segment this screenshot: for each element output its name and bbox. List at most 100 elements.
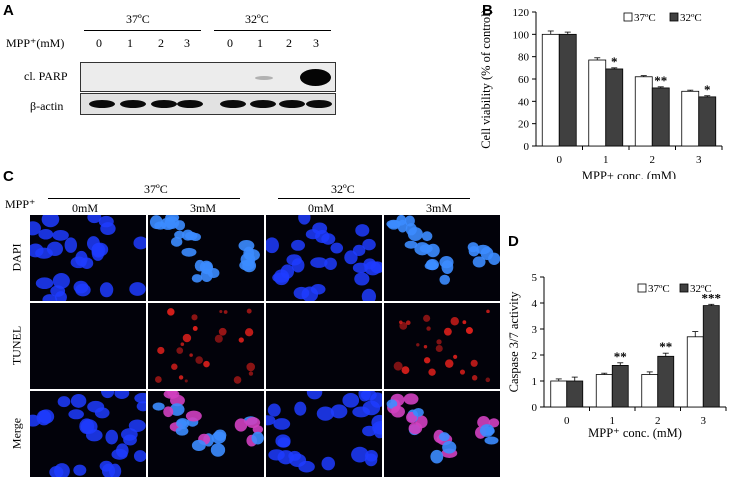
dapi-nucleus <box>30 243 44 258</box>
tunel-signal <box>486 309 490 314</box>
dapi-nucleus <box>352 262 369 273</box>
tunel-signal <box>218 327 227 336</box>
bar-32c <box>558 33 577 147</box>
micro-image <box>30 303 146 389</box>
x-axis-label: MPP⁺ conc. (mM) <box>588 426 682 440</box>
dapi-nucleus <box>404 240 418 249</box>
micro-32-bracket <box>278 198 470 199</box>
micro-37-bracket <box>48 198 240 199</box>
dapi-nucleus <box>114 391 130 399</box>
dapi-nucleus <box>70 256 87 269</box>
blot-actin-band <box>306 100 332 108</box>
dapi-nucleus <box>54 291 67 301</box>
dapi-nucleus <box>41 215 60 228</box>
dapi-nucleus <box>38 409 55 424</box>
micro-image <box>266 303 382 389</box>
blot-actin-band <box>120 100 146 108</box>
tunel-signal <box>189 353 193 357</box>
micro-image <box>386 215 500 285</box>
blot-lane-label: 0 <box>227 36 233 50</box>
dapi-nucleus <box>54 463 70 477</box>
dapi-nucleus <box>358 391 371 402</box>
dapi-nucleus <box>42 294 58 301</box>
y-tick-label: 60 <box>518 74 530 86</box>
merge-nucleus <box>484 436 499 445</box>
micro-temp-37-label: 37ºC <box>144 182 168 196</box>
dapi-nucleus <box>306 391 323 400</box>
dapi-nucleus <box>99 282 114 298</box>
micro-image-tile <box>30 215 146 301</box>
bar-37c <box>634 76 653 147</box>
x-tick-label: 0 <box>564 415 570 427</box>
merge-nucleus <box>191 439 206 452</box>
blot-lane-label: 3 <box>184 36 190 50</box>
tunel-signal <box>178 375 184 380</box>
micro-image <box>30 391 146 477</box>
tunel-signal <box>423 344 428 349</box>
tunel-signal <box>171 363 178 370</box>
tunel-signal <box>203 360 210 368</box>
y-tick-label: 3 <box>532 324 538 336</box>
dapi-nucleus <box>298 215 311 225</box>
dapi-nucleus <box>165 215 180 222</box>
dapi-nucleus <box>342 393 360 408</box>
bar-37c <box>641 374 659 408</box>
blot-temp-37-label: 37ºC <box>126 12 150 26</box>
dapi-nucleus <box>277 437 291 448</box>
dapi-nucleus <box>136 401 146 412</box>
micro-column-label: 0mM <box>72 201 99 215</box>
dapi-nucleus <box>425 259 439 271</box>
bar-37c <box>588 59 607 147</box>
legend-swatch <box>669 12 679 22</box>
micro-image-tile <box>266 215 382 301</box>
micro-image <box>154 308 256 384</box>
blot-lane-label: 3 <box>313 36 319 50</box>
bar-32c <box>611 365 629 408</box>
dapi-nucleus <box>273 418 291 430</box>
tunel-signal <box>436 339 442 345</box>
micro-image <box>386 393 500 464</box>
legend-label: 32ºC <box>690 283 712 295</box>
dapi-nucleus <box>294 401 307 416</box>
tunel-signal <box>453 354 458 359</box>
dapi-nucleus <box>91 244 105 261</box>
micro-temp-32-label: 32ºC <box>331 182 355 196</box>
dapi-nucleus <box>321 233 336 245</box>
panel-a-letter: A <box>3 2 14 19</box>
micro-mpp-label: MPP⁺ <box>5 197 36 211</box>
merge-nucleus <box>252 425 264 434</box>
tunel-signal <box>238 337 244 343</box>
dapi-nucleus <box>273 269 290 286</box>
micro-row-label: DAPI <box>9 243 24 272</box>
blot-actin-band <box>177 100 203 108</box>
merge-nucleus <box>234 418 248 432</box>
dapi-nucleus <box>310 257 328 268</box>
micro-image-tile <box>148 391 264 477</box>
dapi-nucleus <box>404 215 415 227</box>
merge-nucleus <box>169 403 185 416</box>
tunel-signal <box>470 359 478 367</box>
merge-nucleus <box>213 429 227 441</box>
bar-37c <box>541 33 560 147</box>
blot-actin-band <box>220 100 246 108</box>
merge-nucleus <box>163 406 174 418</box>
tunel-signal <box>246 362 256 372</box>
legend-label: 37ºC <box>634 12 656 24</box>
dapi-nucleus <box>397 219 408 233</box>
tunel-signal <box>246 308 252 314</box>
blot-row-parp-label: cl. PARP <box>24 69 68 83</box>
dapi-nucleus <box>362 400 381 416</box>
x-tick-label: 2 <box>650 154 656 166</box>
x-tick-label: 0 <box>557 154 563 166</box>
dapi-nucleus <box>133 236 146 250</box>
bar-32c <box>605 68 624 147</box>
blot-lane-label: 2 <box>158 36 164 50</box>
micro-image-tile <box>30 391 146 477</box>
blot-row-actin-label: β-actin <box>30 99 64 113</box>
tunel-signal <box>405 320 411 326</box>
dapi-nucleus <box>268 449 285 461</box>
x-tick-label: 3 <box>701 415 707 427</box>
significance-mark: * <box>611 54 618 69</box>
dapi-nucleus <box>134 392 146 404</box>
dapi-nucleus <box>174 220 186 231</box>
